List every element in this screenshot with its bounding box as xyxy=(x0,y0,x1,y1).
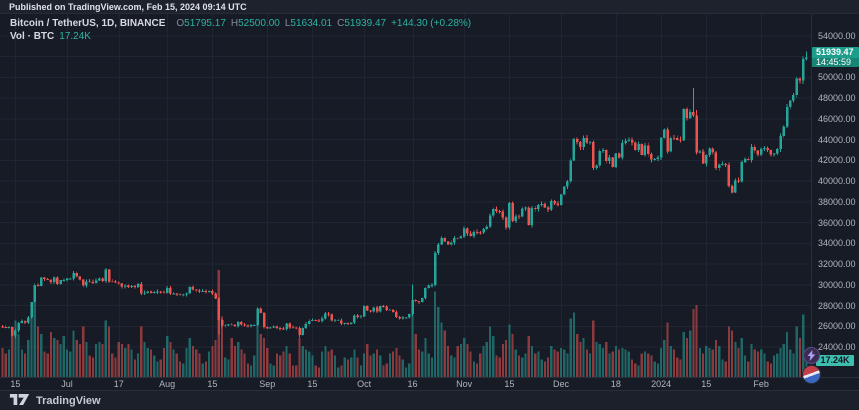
symbol-legend: Bitcoin / TetherUS, 1D, BINANCE O51795.17… xyxy=(10,17,471,43)
price-tick-label: 30000.00 xyxy=(818,279,856,290)
published-text: Published on TradingView.com, Feb 15, 20… xyxy=(9,2,247,12)
price-tick-label: 32000.00 xyxy=(818,259,856,270)
legend-row-symbol: Bitcoin / TetherUS, 1D, BINANCE O51795.17… xyxy=(10,17,471,30)
price-tick-label: 50000.00 xyxy=(818,72,856,83)
volume-axis-badge: 17.24K xyxy=(816,355,854,366)
time-tick-label: 2024 xyxy=(651,379,672,389)
price-tick-label: 36000.00 xyxy=(818,217,856,228)
volume-bars xyxy=(1,269,808,377)
footer-bar: TradingView xyxy=(0,390,859,410)
price-tick-label: 38000.00 xyxy=(818,196,856,207)
time-tick-label: Jul xyxy=(61,379,73,389)
price-tick-label: 54000.00 xyxy=(818,31,856,41)
legend-row-volume: Vol · BTC 17.24K xyxy=(10,30,471,43)
footer-brand[interactable]: TradingView xyxy=(36,394,101,407)
price-tick-label: 46000.00 xyxy=(818,113,856,124)
price-tick-label: 48000.00 xyxy=(818,93,856,104)
time-tick-label: Dec xyxy=(553,379,570,389)
time-tick-label: 15 xyxy=(207,379,218,389)
published-bar: Published on TradingView.com, Feb 15, 20… xyxy=(0,0,859,14)
time-tick-label: 15 xyxy=(701,379,712,389)
time-tick-label: Nov xyxy=(456,379,473,389)
time-tick-label: 15 xyxy=(10,379,21,389)
candlestick-chart[interactable] xyxy=(0,14,859,390)
price-tick-label: 28000.00 xyxy=(818,300,856,311)
price-axis[interactable]: 54000.0052000.0050000.0048000.0046000.00… xyxy=(812,14,859,377)
time-axis[interactable]: 15 Jul 17 Aug 15 Sep 15 Oct 16 Nov 15 Dec 18 2024 15 Fe… xyxy=(0,377,811,390)
volume-value: 17.24K xyxy=(59,31,91,42)
grid-lines xyxy=(0,14,811,377)
time-tick-label: 15 xyxy=(504,379,515,389)
price-tick-label: 34000.00 xyxy=(818,238,856,249)
price-tick-label: 40000.00 xyxy=(818,176,856,187)
time-tick-label: Oct xyxy=(357,379,372,389)
time-tick-label: 16 xyxy=(407,379,418,389)
symbol-title[interactable]: Bitcoin / TetherUS, 1D, BINANCE xyxy=(10,18,166,29)
last-price: 51939.47 xyxy=(816,47,854,58)
time-tick-label: Sep xyxy=(259,379,276,389)
price-tick-label: 44000.00 xyxy=(818,134,856,145)
close-value: 51939.47 xyxy=(344,18,387,29)
price-tick-label: 42000.00 xyxy=(818,155,856,166)
price-tick-label: 24000.00 xyxy=(818,342,856,352)
last-price-badge: 51939.47 14:45:59 xyxy=(812,47,859,68)
boost-lightning-icon[interactable] xyxy=(803,347,820,364)
time-tick-label: Feb xyxy=(753,379,769,389)
price-tick-label: 26000.00 xyxy=(818,321,856,332)
time-tick-label: 15 xyxy=(307,379,318,389)
volume-label[interactable]: Vol · BTC xyxy=(10,31,55,42)
time-tick-label: Aug xyxy=(159,379,176,389)
time-tick-label: 17 xyxy=(113,379,124,389)
chart-wrap: Bitcoin / TetherUS, 1D, BINANCE O51795.17… xyxy=(0,14,859,390)
open-value: 51795.17 xyxy=(184,18,226,29)
change-value: +144.30 (+0.28%) xyxy=(391,18,472,29)
bar-countdown: 14:45:59 xyxy=(812,58,859,68)
low-label: L xyxy=(284,18,291,29)
time-tick-label: 18 xyxy=(610,379,621,389)
high-label: H xyxy=(230,18,239,29)
high-value: 52500.00 xyxy=(238,18,280,29)
close-label: C xyxy=(337,18,345,29)
low-value: 51634.01 xyxy=(290,18,333,29)
open-label: O xyxy=(176,18,185,29)
candles xyxy=(1,51,808,339)
tradingview-logo-icon[interactable] xyxy=(9,393,31,409)
emoji-sticker-icon[interactable] xyxy=(802,365,821,384)
